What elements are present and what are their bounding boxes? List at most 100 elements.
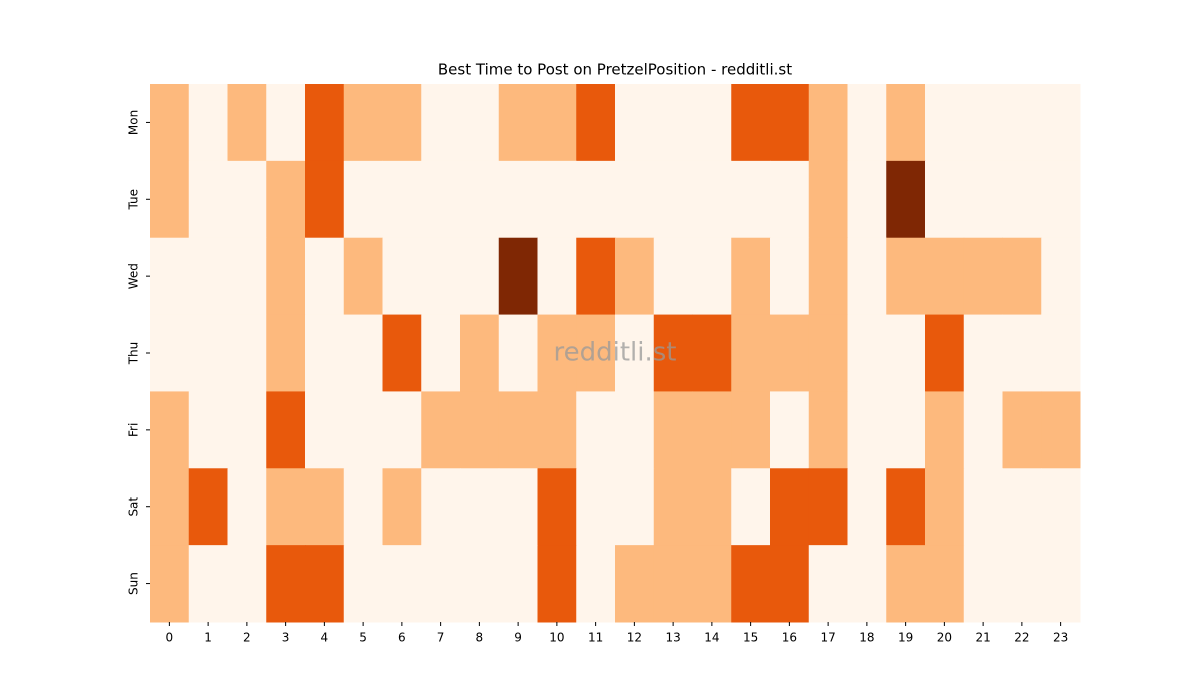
heatmap-cell xyxy=(343,160,383,239)
heatmap-cell xyxy=(963,237,1003,316)
heatmap-cell xyxy=(537,545,577,623)
heatmap-cell xyxy=(1002,468,1042,546)
heatmap-cell xyxy=(770,391,810,469)
heatmap-cell xyxy=(188,237,228,316)
heatmap-cell xyxy=(188,84,228,162)
heatmap-cell xyxy=(731,545,771,623)
heatmap-cell xyxy=(808,314,848,392)
heatmap-cell xyxy=(421,468,461,546)
heatmap-cell xyxy=(498,160,538,239)
heatmap-cell xyxy=(847,160,887,239)
heatmap-cell xyxy=(1041,545,1081,623)
heatmap-cell xyxy=(382,545,422,623)
heatmap-cell xyxy=(1041,314,1081,392)
x-tick-label: 7 xyxy=(437,631,445,645)
heatmap-cell xyxy=(305,84,345,162)
heatmap-cell xyxy=(653,314,693,392)
heatmap-cell xyxy=(343,391,383,469)
x-tick-label: 18 xyxy=(859,631,874,645)
heatmap-cell xyxy=(1002,84,1042,162)
heatmap-cell xyxy=(188,160,228,239)
heatmap-cell xyxy=(1002,237,1042,316)
heatmap-cell xyxy=(150,391,190,469)
heatmap-cell xyxy=(498,84,538,162)
heatmap-cell xyxy=(150,545,190,623)
x-tick-label: 3 xyxy=(282,631,290,645)
heatmap-cell xyxy=(305,391,345,469)
heatmap-cell xyxy=(1002,545,1042,623)
heatmap-cell xyxy=(188,468,228,546)
heatmap-cell xyxy=(537,391,577,469)
heatmap-cell xyxy=(382,391,422,469)
heatmap-cell xyxy=(770,160,810,239)
heatmap-cell xyxy=(808,84,848,162)
heatmap-cell xyxy=(770,84,810,162)
heatmap-cell xyxy=(692,468,732,546)
heatmap-cell xyxy=(421,314,461,392)
heatmap-cell xyxy=(653,545,693,623)
heatmap-cell xyxy=(692,84,732,162)
heatmap-cell xyxy=(615,237,655,316)
heatmap-cell xyxy=(227,391,267,469)
heatmap-cell xyxy=(963,84,1003,162)
heatmap-cell xyxy=(886,545,926,623)
heatmap-cell xyxy=(421,160,461,239)
heatmap-cell xyxy=(653,468,693,546)
heatmap-cell xyxy=(731,237,771,316)
heatmap-cell xyxy=(382,314,422,392)
heatmap-cell xyxy=(692,391,732,469)
heatmap-cell xyxy=(847,391,887,469)
heatmap-cell xyxy=(692,545,732,623)
heatmap-cell xyxy=(576,545,616,623)
heatmap-cell xyxy=(847,237,887,316)
heatmap-cell xyxy=(382,237,422,316)
heatmap-cell xyxy=(886,160,926,239)
heatmap-cell xyxy=(343,84,383,162)
heatmap-cell xyxy=(886,84,926,162)
x-tick-label: 15 xyxy=(743,631,758,645)
heatmap-cell xyxy=(615,468,655,546)
heatmap-cell xyxy=(808,391,848,469)
heatmap-cell xyxy=(653,160,693,239)
heatmap-cell xyxy=(963,545,1003,623)
y-tick-label: Wed xyxy=(127,263,141,289)
heatmap-cell xyxy=(382,84,422,162)
heatmap-cell xyxy=(1041,468,1081,546)
heatmap-cell xyxy=(808,160,848,239)
heatmap-cell xyxy=(266,468,306,546)
heatmap-cell xyxy=(692,160,732,239)
heatmap-cell xyxy=(731,468,771,546)
heatmap-cell xyxy=(653,84,693,162)
heatmap-cell xyxy=(925,160,965,239)
chart-title: Best Time to Post on PretzelPosition - r… xyxy=(438,61,792,79)
heatmap-cell xyxy=(576,84,616,162)
heatmap-cell xyxy=(227,468,267,546)
heatmap-cell xyxy=(925,84,965,162)
heatmap-cell xyxy=(925,545,965,623)
heatmap-cell xyxy=(808,237,848,316)
heatmap-cell xyxy=(576,391,616,469)
heatmap-cell xyxy=(731,160,771,239)
x-tick-label: 4 xyxy=(321,631,329,645)
heatmap-cell xyxy=(498,314,538,392)
heatmap-cell xyxy=(886,237,926,316)
heatmap-cell xyxy=(266,160,306,239)
heatmap-cell xyxy=(847,468,887,546)
x-tick-label: 9 xyxy=(514,631,522,645)
heatmap-cell xyxy=(343,468,383,546)
heatmap-cell xyxy=(460,84,500,162)
heatmap-cell xyxy=(227,84,267,162)
heatmap-cell xyxy=(227,160,267,239)
heatmap-cell xyxy=(886,314,926,392)
heatmap-cell xyxy=(305,237,345,316)
heatmap-cell xyxy=(266,84,306,162)
x-tick-label: 16 xyxy=(782,631,797,645)
heatmap-cell xyxy=(963,391,1003,469)
x-tick-label: 8 xyxy=(476,631,484,645)
heatmap-cell xyxy=(150,84,190,162)
heatmap-cell xyxy=(150,314,190,392)
heatmap-cell xyxy=(537,237,577,316)
heatmap-cell xyxy=(188,314,228,392)
heatmap-cell xyxy=(421,84,461,162)
